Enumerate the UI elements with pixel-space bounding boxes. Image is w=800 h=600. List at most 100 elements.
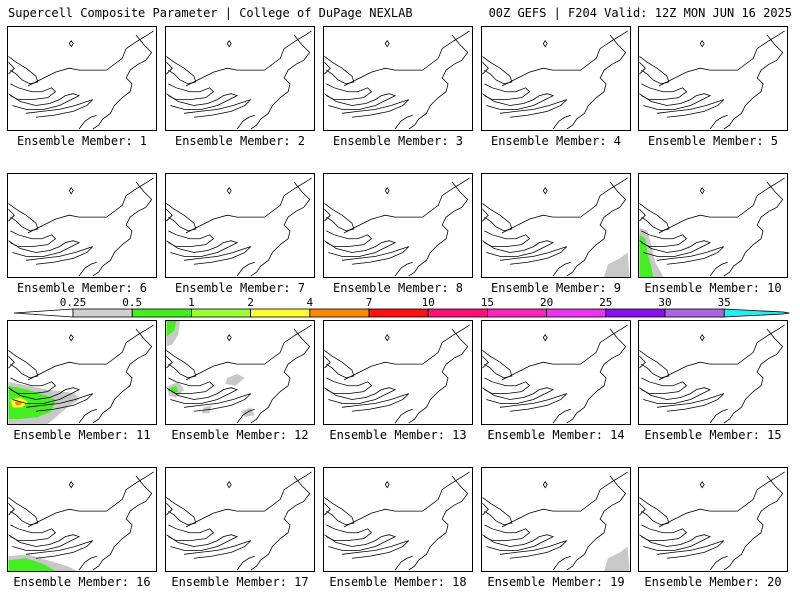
ensemble-member-label: Ensemble Member: 14 — [487, 428, 625, 442]
coastline-path — [482, 350, 513, 379]
colorbar-tick-label: 10 — [421, 296, 435, 309]
color-legend — [13, 308, 790, 318]
coastline-path — [501, 324, 628, 381]
coastline-path — [552, 114, 571, 130]
diamond-marker — [699, 481, 705, 489]
colorbar-tick-label: 2 — [247, 296, 254, 309]
coastline-path — [168, 230, 215, 247]
ensemble-map-panel — [7, 467, 157, 572]
ensemble-member-label: Ensemble Member: 4 — [490, 134, 622, 148]
coastline-path — [324, 93, 397, 110]
coastline-path — [236, 555, 255, 571]
ensemble-map-panel — [638, 320, 788, 425]
coastline-path — [10, 377, 57, 394]
diamond-marker — [68, 481, 74, 489]
coastline-path — [184, 246, 252, 265]
ensemble-member-label: Ensemble Member: 6 — [16, 281, 148, 295]
coastline-path — [324, 534, 397, 551]
coastline-path — [482, 387, 555, 404]
colorbar-tick-label: 0.5 — [122, 296, 143, 309]
map-outline — [166, 177, 312, 277]
coastline-path — [324, 203, 355, 232]
coastline-path — [326, 230, 373, 247]
coastline-path — [639, 534, 712, 551]
coastline-path — [250, 181, 311, 277]
ensemble-member-label: Ensemble Member: 5 — [647, 134, 779, 148]
coastline-path — [185, 324, 312, 381]
coastline-path — [408, 34, 469, 130]
coastline-path — [324, 503, 331, 516]
coastline-path — [484, 524, 531, 541]
coastline-path — [236, 261, 255, 277]
diamond-marker — [699, 40, 705, 48]
coastline-path — [408, 475, 469, 571]
map-outline — [324, 471, 470, 571]
diamond-marker — [542, 187, 548, 195]
coastline-path — [236, 114, 255, 130]
coastline-path — [324, 62, 331, 75]
diamond-marker — [384, 481, 390, 489]
coastline-path — [408, 181, 469, 277]
ensemble-member-label: Ensemble Member: 16 — [13, 575, 151, 589]
coastline-path — [250, 328, 311, 424]
coastline-path — [709, 261, 728, 277]
colorbar-segment — [190, 308, 251, 318]
coastline-path — [658, 471, 785, 528]
diamond-marker — [226, 187, 232, 195]
colorbar-segment — [546, 308, 607, 318]
coastline-path — [324, 497, 355, 526]
scp-contour-fill — [201, 405, 212, 414]
map-outline — [639, 471, 785, 571]
coastline-path — [408, 328, 469, 424]
colorbar-segment — [664, 308, 725, 318]
coastline-path — [501, 471, 628, 528]
coastline-path — [26, 246, 94, 265]
coastline-path — [639, 209, 646, 222]
diamond-marker — [384, 187, 390, 195]
coastline-path — [482, 240, 555, 257]
coastline-path — [92, 475, 153, 571]
ensemble-map-panel — [165, 173, 315, 278]
map-outline — [166, 471, 312, 571]
map-outline — [639, 324, 785, 424]
colorbar-segment — [250, 308, 311, 318]
coastline-path — [723, 181, 784, 277]
diamond-marker — [68, 334, 74, 342]
coastline-path — [27, 324, 154, 381]
coastline-path — [166, 62, 173, 75]
coastline-path — [657, 99, 725, 118]
map-outline — [639, 30, 785, 130]
coastline-path — [166, 240, 239, 257]
ensemble-map-panel — [7, 320, 157, 425]
ensemble-map-panel — [481, 320, 631, 425]
coastline-path — [324, 209, 331, 222]
coastline-path — [723, 34, 784, 130]
coastline-path — [501, 177, 628, 234]
coastline-path — [657, 393, 725, 412]
ensemble-member-label: Ensemble Member: 15 — [644, 428, 782, 442]
coastline-path — [8, 240, 81, 257]
coastline-path — [500, 246, 568, 265]
coastline-path — [501, 30, 628, 87]
coastline-path — [566, 181, 627, 277]
ensemble-map-panel — [165, 26, 315, 131]
coastline-path — [639, 240, 712, 257]
ensemble-map-panel — [481, 467, 631, 572]
colorbar-segment — [723, 308, 790, 318]
coastline-path — [78, 555, 97, 571]
coastline-path — [343, 324, 470, 381]
coastline-path — [185, 471, 312, 528]
map-outline — [166, 30, 312, 130]
coastline-path — [566, 475, 627, 571]
coastline-path — [658, 324, 785, 381]
map-outline — [324, 324, 470, 424]
coastline-path — [27, 177, 154, 234]
colorbar-tick-label: 20 — [539, 296, 554, 309]
ensemble-map-panel — [7, 26, 157, 131]
coastline-path — [166, 356, 173, 369]
coastline-path — [26, 393, 94, 412]
scp-contour-fill — [8, 558, 56, 571]
coastline-path — [639, 387, 712, 404]
ensemble-member-label: Ensemble Member: 3 — [332, 134, 464, 148]
colorbar-segment — [605, 308, 666, 318]
